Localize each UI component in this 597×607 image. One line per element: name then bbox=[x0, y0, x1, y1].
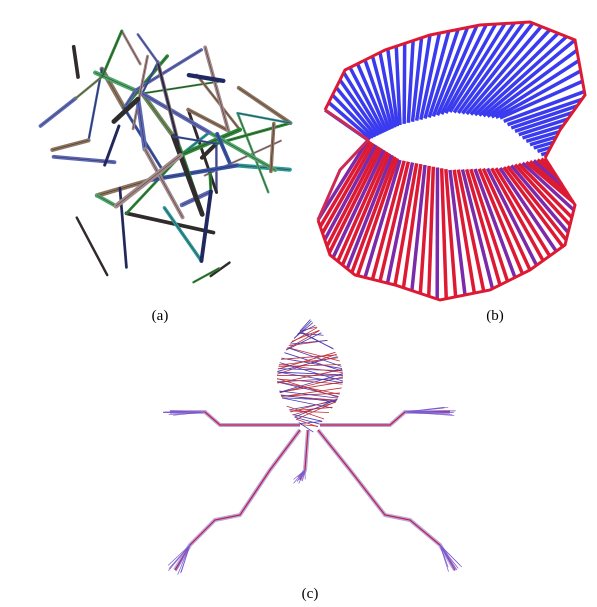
edge-outline bbox=[193, 268, 218, 282]
edge-outline bbox=[52, 140, 88, 150]
mesh-edge bbox=[300, 331, 334, 349]
caption-a: (a) bbox=[152, 308, 169, 324]
edge-outline bbox=[105, 126, 119, 165]
panel-a-graph bbox=[41, 31, 291, 282]
mesh-edge bbox=[290, 340, 328, 344]
edge-outline bbox=[102, 31, 121, 76]
edge-outline bbox=[211, 263, 230, 276]
figure: (a) (b) (c) bbox=[0, 0, 597, 607]
mesh-edge bbox=[296, 402, 336, 420]
leg bbox=[318, 430, 455, 570]
edge-outline bbox=[197, 75, 240, 130]
caption-b: (b) bbox=[486, 308, 504, 324]
edge-outline bbox=[41, 98, 76, 126]
edge-outline bbox=[201, 192, 210, 261]
edge-outline bbox=[77, 218, 107, 275]
panel-b-graph bbox=[318, 22, 585, 300]
panel-c-graph bbox=[163, 319, 462, 574]
leg-tip bbox=[440, 545, 458, 568]
edge-outline bbox=[97, 195, 116, 206]
leg bbox=[175, 430, 300, 570]
edge-outline bbox=[138, 99, 145, 149]
leg bbox=[175, 430, 300, 570]
caption-c: (c) bbox=[302, 586, 319, 602]
leg bbox=[318, 430, 455, 570]
edge bbox=[404, 43, 405, 123]
